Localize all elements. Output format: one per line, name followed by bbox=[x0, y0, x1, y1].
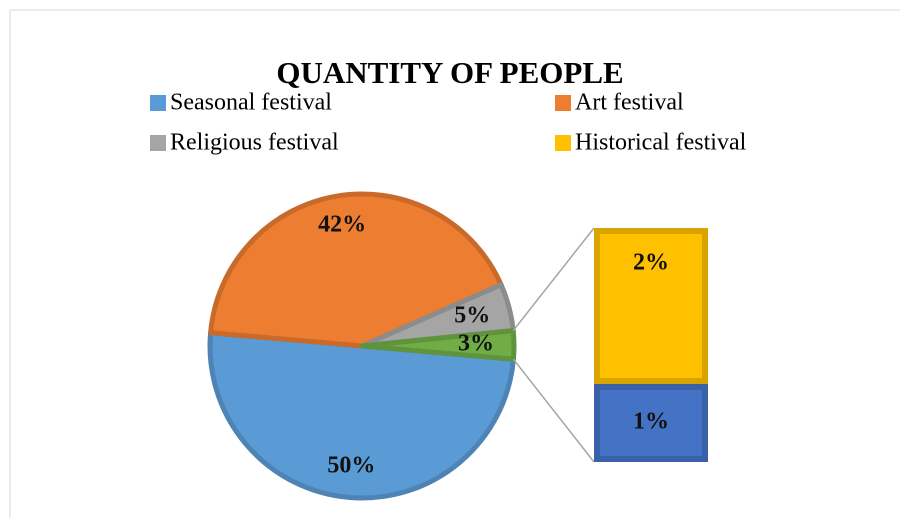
data-label: 2% bbox=[633, 250, 669, 276]
legend-label: Art festival bbox=[575, 90, 684, 116]
legend-swatch bbox=[555, 135, 571, 151]
legend-label: Seasonal festival bbox=[170, 90, 332, 116]
pie-slice bbox=[359, 328, 517, 362]
data-label: 5% bbox=[454, 302, 490, 328]
data-label: 50% bbox=[327, 453, 375, 479]
chart-title: QUANTITY OF PEOPLE bbox=[276, 55, 623, 90]
legend-swatch bbox=[555, 95, 571, 111]
pie-slice bbox=[208, 191, 504, 349]
pie-slice bbox=[207, 330, 516, 501]
data-label: 1% bbox=[633, 409, 669, 435]
bar-segment bbox=[594, 228, 708, 384]
legend-label: Religious festival bbox=[170, 130, 339, 156]
data-label: 3% bbox=[458, 331, 494, 357]
data-label: 42% bbox=[318, 212, 366, 238]
connector bbox=[512, 227, 595, 332]
legend-label: Historical festival bbox=[575, 130, 747, 156]
legend-swatch bbox=[150, 95, 166, 111]
connector bbox=[512, 358, 595, 463]
bar-segment bbox=[594, 384, 708, 462]
legend-swatch bbox=[150, 135, 166, 151]
